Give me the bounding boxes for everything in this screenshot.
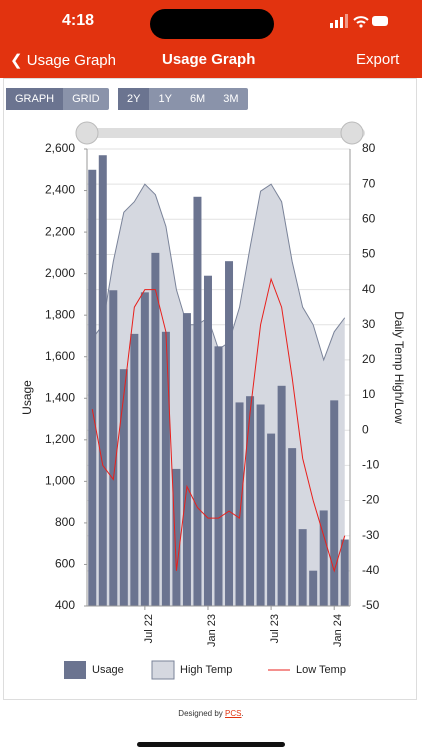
bar — [267, 433, 276, 606]
y-tick-label: 1,200 — [45, 432, 75, 446]
y2-tick-label: -50 — [362, 598, 380, 612]
footer-link[interactable]: PCS — [225, 709, 242, 718]
y2-tick-label: -10 — [362, 458, 380, 472]
chart: -50 -40 -30 -20 -10 0 10 20 30 40 50 60 70 80 400 600 80… — [20, 121, 406, 680]
toggle-button[interactable]: 2Y — [118, 88, 150, 110]
bar — [140, 292, 149, 606]
view-toggle: GRAPH GRID — [6, 88, 109, 110]
y2-tick-label: 80 — [362, 141, 376, 155]
y2-axis-label: Daily Temp High/Low — [392, 311, 406, 424]
slider-handle[interactable] — [340, 121, 364, 145]
y-tick-label: 2,400 — [45, 183, 75, 197]
bar — [203, 275, 212, 606]
slider-handle[interactable] — [75, 121, 99, 145]
y-tick-label: 2,000 — [45, 266, 75, 280]
y2-tick-label: -20 — [362, 493, 380, 507]
x-tick-label: Jan 24 — [332, 614, 344, 647]
y2-tick-label: 40 — [362, 282, 376, 296]
y2-tick-label: 30 — [362, 317, 376, 331]
toggle-button[interactable]: 3M — [223, 93, 239, 105]
toggle-button[interactable]: GRAPH — [6, 88, 64, 110]
status-icons — [330, 14, 388, 28]
y-tick-label: 1,000 — [45, 474, 75, 488]
bar — [119, 369, 128, 606]
chart-card — [3, 78, 417, 700]
footer-text: Designed by — [178, 709, 223, 718]
bar — [246, 396, 255, 606]
bar — [330, 400, 339, 606]
clock: 4:18 — [62, 12, 95, 29]
y2-tick-label: -30 — [362, 528, 380, 542]
bar — [277, 385, 286, 606]
footer-text: . — [241, 709, 244, 718]
bar — [298, 529, 307, 606]
bar — [172, 468, 181, 606]
nav-title: Usage Graph — [162, 51, 256, 68]
bar — [256, 404, 265, 606]
y2-tick-label: 20 — [362, 352, 376, 366]
y2-tick-label: 70 — [362, 176, 376, 190]
export-button[interactable]: Export — [356, 51, 400, 68]
toggle-button[interactable]: 1Y — [158, 93, 172, 105]
home-indicator — [137, 742, 285, 747]
slider-track — [76, 128, 365, 138]
y2-tick-label: 50 — [362, 247, 376, 261]
y-tick-label: 2,600 — [45, 141, 75, 155]
legend-label: Low Temp — [296, 664, 346, 676]
x-tick-label: Jul 22 — [143, 614, 155, 643]
back-label[interactable]: Usage Graph — [26, 52, 116, 69]
y2-tick-label: 0 — [362, 422, 369, 436]
toggle-button[interactable]: GRID — [72, 93, 100, 105]
bar — [288, 448, 297, 606]
legend-swatch — [64, 661, 86, 679]
dynamic-island — [150, 9, 274, 39]
bar — [130, 333, 139, 606]
bar — [182, 313, 191, 606]
header: 4:18 ❮ Usage Graph Usage Graph Export — [0, 0, 422, 78]
bar — [109, 290, 118, 606]
bar — [214, 346, 223, 606]
legend-label: Usage — [92, 664, 124, 676]
y-tick-label: 2,200 — [45, 224, 75, 238]
y-tick-label: 1,800 — [45, 307, 75, 321]
legend-swatch — [151, 660, 175, 680]
bar — [225, 261, 234, 606]
low-temp-line — [91, 277, 346, 573]
y-tick-label: 600 — [55, 557, 75, 571]
x-tick-label: Jul 23 — [269, 614, 281, 643]
bar — [88, 169, 97, 606]
range-toggle: 2Y 1Y 6M 3M — [118, 88, 248, 110]
bar — [319, 510, 328, 606]
y2-tick-label: 10 — [362, 387, 376, 401]
y-tick-label: 800 — [55, 515, 75, 529]
footer: Designed by PCS. — [0, 709, 422, 718]
y-tick-label: 1,400 — [45, 390, 75, 404]
bar — [161, 331, 170, 606]
bar — [98, 155, 107, 606]
bar — [235, 402, 244, 606]
y2-tick-label: -40 — [362, 563, 380, 577]
bar — [193, 196, 202, 606]
bar — [151, 252, 160, 606]
y2-tick-label: 60 — [362, 211, 376, 225]
bar — [340, 539, 349, 606]
back-button[interactable]: ❮ Usage Graph — [10, 52, 116, 69]
y-tick-label: 400 — [55, 598, 75, 612]
toggle-button[interactable]: 6M — [189, 93, 206, 105]
y-axis-label: Usage — [20, 380, 34, 415]
legend-label: High Temp — [180, 664, 232, 676]
y-tick-label: 1,600 — [45, 349, 75, 363]
x-tick-label: Jan 23 — [206, 614, 218, 647]
bar — [309, 570, 318, 606]
